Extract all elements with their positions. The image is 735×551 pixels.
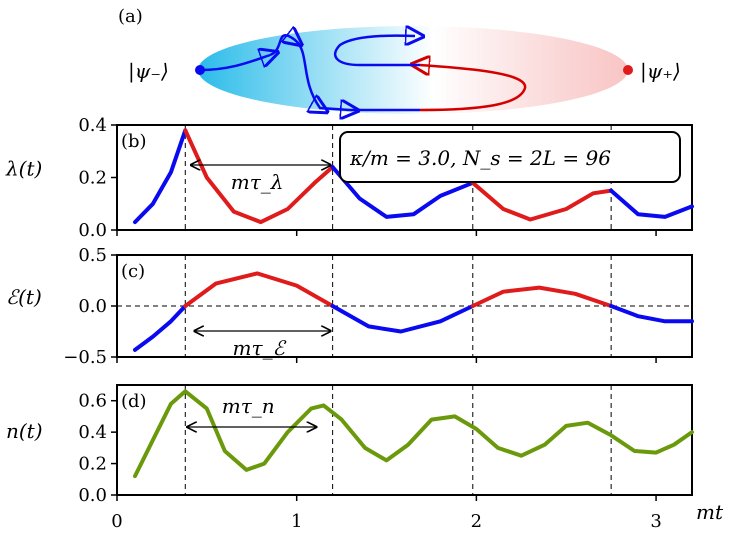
series-line <box>133 389 694 479</box>
interval-label: mτ_λ <box>231 170 284 194</box>
series-line <box>133 128 188 225</box>
panel-tag: (c) <box>121 261 145 282</box>
series-line <box>330 304 475 334</box>
y-tick-label: 0.6 <box>78 391 107 412</box>
series-line <box>183 271 335 308</box>
y-tick-label: 0.0 <box>78 296 107 317</box>
y-axis-label: n(t) <box>6 419 43 443</box>
state-ellipse <box>198 26 628 114</box>
panel-a-tag: (a) <box>118 6 143 27</box>
parameter-text: κ/m = 3.0, N_s = 2L = 96 <box>349 146 611 170</box>
panel-b: (b) 0.0 0.2 0.4 λ(t) mτ_λ <box>5 115 694 241</box>
y-tick-label: 0.2 <box>78 168 107 189</box>
y-tick-label: 0.0 <box>78 220 107 241</box>
x-tick-label: 3 <box>650 511 661 532</box>
panel-tag: (d) <box>121 391 147 412</box>
y-tick-label: 0.4 <box>78 422 107 443</box>
panel-tag: (b) <box>121 131 147 152</box>
y-tick-label: 0.2 <box>78 454 107 475</box>
x-tick-label: 1 <box>291 511 302 532</box>
series-line <box>609 188 694 219</box>
x-axis-label: mt <box>696 500 724 524</box>
y-tick-label: −0.5 <box>63 347 107 368</box>
y-axis-label: ℰ(t) <box>6 285 42 309</box>
x-tick-label: 0 <box>111 511 122 532</box>
series-line <box>470 285 614 308</box>
x-tick-label: 2 <box>471 511 482 532</box>
panel-a: (a) |ψ₋⟩ |ψ₊⟩ <box>118 6 681 114</box>
right-state-label: |ψ₊⟩ <box>640 59 681 84</box>
panel-d: (d) 0.6 0.4 0.2 0.00 1 2 3 mt n(t) mτ_n <box>6 384 724 532</box>
y-axis-label: λ(t) <box>5 157 42 181</box>
trajectory-blue-4 <box>334 36 420 67</box>
left-state-label: |ψ₋⟩ <box>128 59 169 84</box>
y-tick-label: 0.5 <box>78 245 107 266</box>
panel-c: (c) 0.5 0.0 −0.5 ℰ(t) mτ_ℰ <box>6 245 694 368</box>
y-tick-label: 0.4 <box>78 115 107 136</box>
interval-label: mτ_n <box>222 394 275 418</box>
trajectory-red-1 <box>420 65 527 112</box>
series-line <box>183 128 335 225</box>
right-state-dot <box>623 65 633 75</box>
series-line <box>470 180 614 222</box>
series-line <box>330 165 475 219</box>
axes-frame <box>116 384 693 496</box>
interval-label: mτ_ℰ <box>233 336 287 360</box>
series-line <box>133 304 188 352</box>
trajectory-blue-1 <box>199 55 270 72</box>
y-tick-label: 0.0 <box>78 485 107 506</box>
left-state-dot <box>195 65 205 75</box>
series-line <box>609 304 694 324</box>
parameter-box: κ/m = 3.0, N_s = 2L = 96 <box>339 131 681 183</box>
trajectory-blue-2 <box>269 35 350 110</box>
